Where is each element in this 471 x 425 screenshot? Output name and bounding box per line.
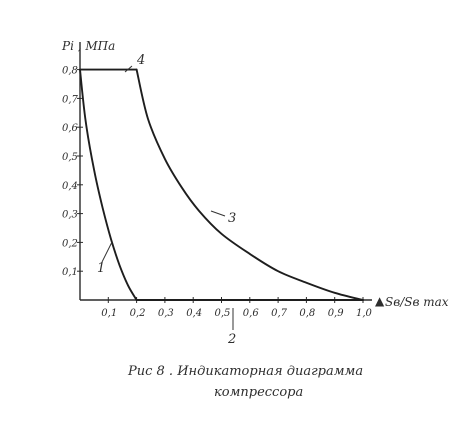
x-tick-label: 0,2 [130, 308, 146, 319]
x-tick-label: 0,9 [328, 308, 345, 319]
y-tick-label: 0,7 [62, 94, 79, 105]
x-tick-label: 0,3 [158, 308, 174, 319]
caption-line-2: компрессора [214, 385, 303, 400]
y-tick-label: 0,6 [62, 123, 79, 134]
y-tick-label: 0,5 [62, 152, 78, 163]
curve-2-number: 2 [227, 332, 236, 347]
curve-1-number: 1 [97, 261, 105, 276]
x-tick-label: 0,5 [215, 308, 231, 319]
x-tick-label: 0,4 [186, 308, 202, 319]
x-tick-label: 1,0 [356, 308, 373, 319]
curve-3-number: 3 [228, 211, 236, 226]
y-tick-label: 0,3 [62, 210, 78, 221]
curve-4-number: 4 [136, 53, 145, 68]
axes [79, 42, 372, 301]
curve-1-leader [101, 241, 113, 263]
curves [79, 68, 364, 301]
y-tick-label: 0,2 [62, 238, 78, 249]
x-tick-label: 0,6 [243, 308, 260, 319]
y-tick-label: 0,4 [62, 181, 78, 192]
caption-line-1: Рис 8 . Индикаторная диаграмма [127, 364, 363, 379]
x-axis-arrow: ▲ [375, 294, 385, 308]
x-tick-label: 0,7 [271, 308, 288, 319]
labels: Pi , МПа Sв/Sв max ▲ 1 4 3 2 [61, 39, 449, 347]
x-tick-label: 0,1 [101, 308, 117, 319]
curve-3-leader [210, 210, 226, 217]
ticks: 0,1 0,2 0,3 0,4 0,5 0,6 0,7 0,8 0,9 1,0 0,1 0,2 0,3 0… [62, 66, 373, 319]
curve-1 [79, 68, 138, 301]
curve-4-leader [124, 65, 133, 73]
y-tick-label: 0,1 [62, 267, 78, 278]
caption: Рис 8 . Индикаторная диаграмма компрессо… [127, 364, 363, 400]
x-axis-title: Sв/Sв max [385, 295, 449, 309]
y-axis-title: Pi , МПа [61, 39, 115, 53]
x-tick-label: 0,8 [299, 308, 315, 319]
y-tick-label: 0,8 [62, 66, 78, 77]
curve-3 [135, 68, 364, 301]
